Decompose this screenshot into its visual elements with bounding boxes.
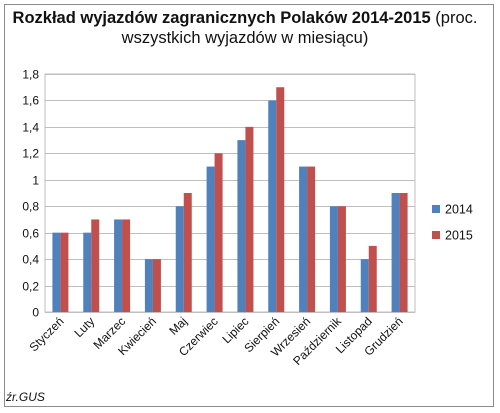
bar-2014 [114, 219, 123, 312]
y-tick-label: 0,2 [22, 280, 39, 294]
legend-swatch-2014 [432, 205, 440, 213]
chart-title: Rozkład wyjazdów zagranicznych Polaków 2… [10, 8, 480, 48]
bar-2015 [214, 153, 223, 312]
bar-2015 [122, 219, 131, 312]
bar-2015 [60, 232, 69, 312]
x-tick-label: Maj [166, 314, 190, 338]
bar-2015 [91, 219, 100, 312]
source-note: źr.GUS [6, 390, 45, 404]
bar-2014 [175, 206, 184, 312]
bar-2014 [52, 232, 61, 312]
y-tick-label: 0,6 [22, 227, 39, 241]
bar-2015 [152, 259, 161, 312]
bar-2014 [391, 193, 400, 312]
bar-2014 [268, 100, 277, 312]
y-tick-label: 1,4 [22, 121, 39, 135]
y-tick-label: 1,6 [22, 94, 39, 108]
chart-title-bold: Rozkład wyjazdów zagranicznych Polaków 2… [12, 9, 431, 27]
legend-swatch-2015 [432, 231, 440, 239]
y-tick-label: 0,4 [22, 253, 39, 267]
y-tick-label: 0 [32, 306, 39, 320]
legend-label-2015: 2015 [445, 229, 473, 243]
bar-2015 [276, 87, 285, 312]
bar-2014 [237, 140, 246, 312]
chart-title-rest: (proc. [435, 9, 478, 27]
x-tick-label: Luty [71, 314, 97, 340]
bar-2014 [329, 206, 338, 312]
y-tick-label: 1,2 [22, 147, 39, 161]
bar-2015 [337, 206, 346, 312]
bar-2015 [183, 193, 192, 312]
bar-2014 [144, 259, 153, 312]
bar-2015 [245, 126, 254, 312]
y-tick-label: 1 [32, 174, 39, 188]
legend-label-2014: 2014 [445, 203, 473, 217]
bar-2014 [83, 232, 92, 312]
bar-2015 [399, 193, 408, 312]
y-tick-label: 1,8 [22, 68, 39, 82]
bar-2015 [368, 245, 377, 312]
x-tick-label: Styczeń [26, 314, 66, 354]
bar-2014 [299, 166, 308, 312]
bar-2014 [206, 166, 215, 312]
bar-2014 [360, 259, 369, 312]
plot-area [44, 73, 416, 313]
y-tick-label: 0,8 [22, 200, 39, 214]
bar-2015 [307, 166, 316, 312]
chart-title-line2: wszystkich wyjazdów w miesiącu) [121, 29, 369, 47]
